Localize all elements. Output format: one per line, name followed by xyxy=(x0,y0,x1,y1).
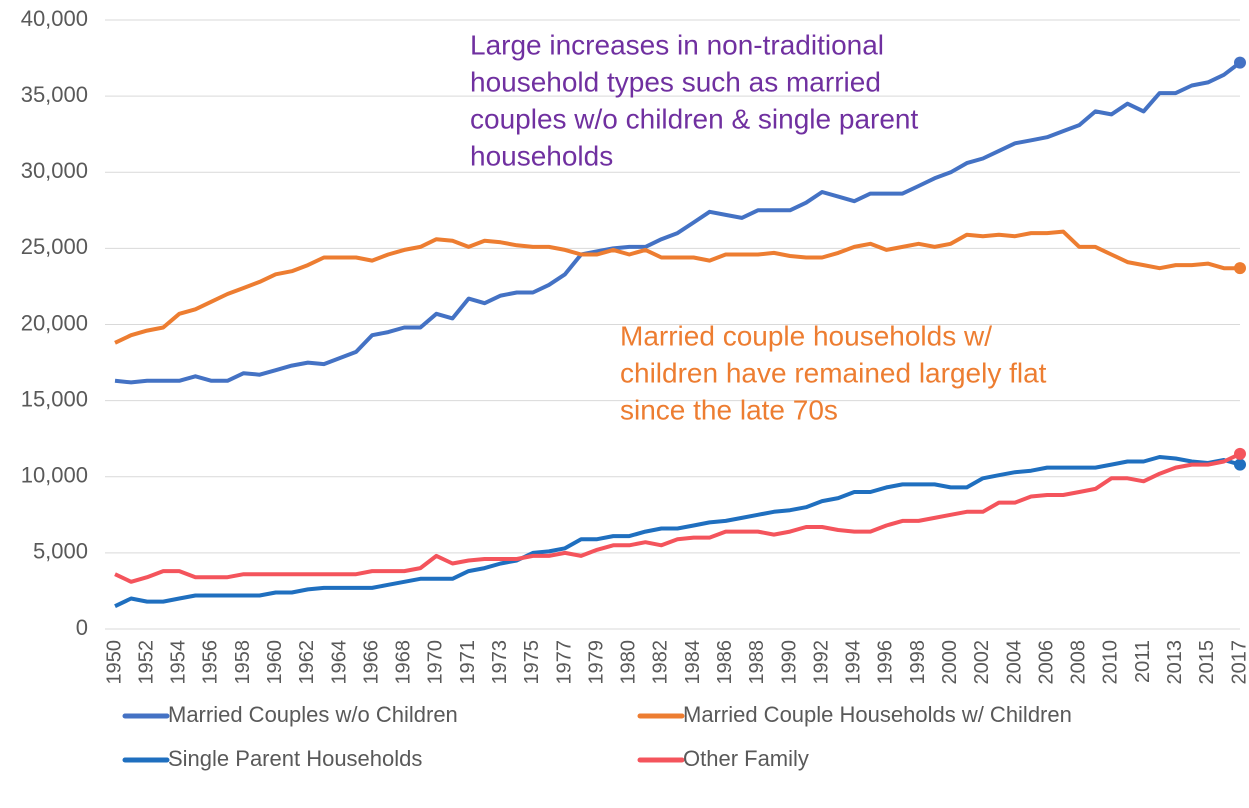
x-tick-label: 1998 xyxy=(907,640,929,685)
annotation: since the late 70s xyxy=(620,394,838,425)
series-line xyxy=(114,61,1242,385)
y-tick-label: 25,000 xyxy=(21,234,88,259)
y-tick-label: 0 xyxy=(76,615,88,640)
annotation: couples w/o children & single parent xyxy=(470,103,918,134)
annotation: Married couple households w/ xyxy=(620,320,992,351)
y-tick-label: 15,000 xyxy=(21,386,88,411)
annotation: households xyxy=(470,140,613,171)
x-tick-label: 1970 xyxy=(425,640,447,685)
legend-label: Single Parent Households xyxy=(168,746,422,771)
x-tick-label: 2015 xyxy=(1196,640,1218,685)
legend-label: Other Family xyxy=(683,746,809,771)
x-tick-label: 2006 xyxy=(1035,640,1057,685)
x-tick-label: 1986 xyxy=(714,640,736,685)
x-tick-label: 1952 xyxy=(135,640,157,685)
x-tick-label: 1966 xyxy=(360,640,382,685)
x-tick-label: 1956 xyxy=(200,640,222,685)
y-tick-label: 10,000 xyxy=(21,463,88,488)
x-tick-label: 1992 xyxy=(810,640,832,685)
x-tick-label: 1977 xyxy=(553,640,575,685)
y-tick-label: 5,000 xyxy=(33,539,88,564)
x-tick-label: 1984 xyxy=(682,640,704,685)
x-tick-label: 2013 xyxy=(1164,640,1186,685)
series-line xyxy=(114,452,1241,584)
y-tick-label: 35,000 xyxy=(21,82,88,107)
x-tick-label: 1980 xyxy=(618,640,640,685)
x-tick-label: 2002 xyxy=(971,640,993,685)
x-tick-label: 2017 xyxy=(1228,640,1249,685)
x-tick-label: 1988 xyxy=(746,640,768,685)
y-tick-label: 30,000 xyxy=(21,158,88,183)
x-tick-label: 1964 xyxy=(328,640,350,685)
x-tick-label: 2011 xyxy=(1132,640,1154,683)
x-tick-label: 1996 xyxy=(875,640,897,685)
x-tick-label: 1968 xyxy=(393,640,415,685)
x-tick-label: 1982 xyxy=(650,640,672,685)
x-tick-label: 1958 xyxy=(232,640,254,685)
x-tick-label: 1971 xyxy=(457,640,479,685)
legend-label: Married Couples w/o Children xyxy=(168,702,458,727)
x-tick-label: 2004 xyxy=(1003,640,1025,685)
y-tick-label: 40,000 xyxy=(21,6,88,31)
x-tick-label: 1973 xyxy=(489,640,511,685)
y-tick-label: 20,000 xyxy=(21,310,88,335)
x-tick-label: 1962 xyxy=(296,640,318,685)
legend-label: Married Couple Households w/ Children xyxy=(683,702,1072,727)
series-line xyxy=(114,229,1240,345)
x-tick-label: 1994 xyxy=(843,640,865,685)
x-tick-label: 2008 xyxy=(1068,640,1090,685)
end-marker xyxy=(1234,56,1246,69)
x-tick-label: 2010 xyxy=(1100,640,1122,685)
x-tick-label: 1954 xyxy=(168,640,190,685)
end-marker xyxy=(1234,458,1246,471)
end-marker xyxy=(1234,447,1246,460)
x-tick-label: 1979 xyxy=(585,640,607,685)
annotation: Large increases in non-traditional xyxy=(470,29,884,60)
end-marker xyxy=(1234,262,1246,275)
x-tick-label: 1975 xyxy=(521,640,543,685)
annotation: household types such as married xyxy=(470,66,881,97)
x-tick-label: 2000 xyxy=(939,640,961,685)
x-tick-label: 1950 xyxy=(103,640,125,685)
annotation: children have remained largely flat xyxy=(620,357,1047,388)
x-tick-label: 1990 xyxy=(778,640,800,685)
series-line xyxy=(114,455,1241,609)
x-tick-label: 1960 xyxy=(264,640,286,685)
